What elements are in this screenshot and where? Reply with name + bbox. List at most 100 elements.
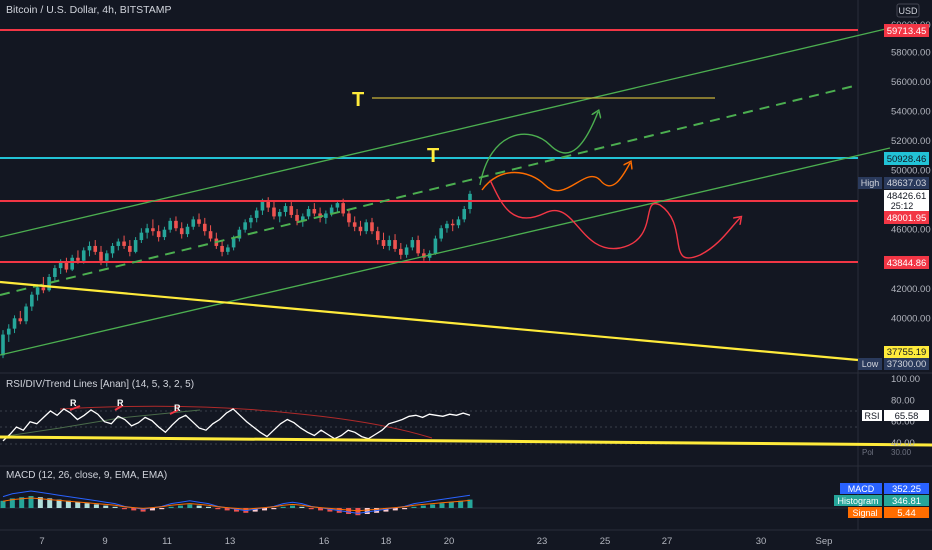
candle-body	[445, 223, 449, 229]
candle	[439, 225, 443, 242]
price-label-43844: 43844.86	[884, 256, 929, 269]
price-tick-label: 42000.00	[891, 284, 931, 295]
candle-body	[145, 228, 149, 233]
candle	[202, 217, 207, 236]
channel-lower-line[interactable]	[0, 147, 891, 356]
symbol-title[interactable]: Bitcoin / U.S. Dollar, 4h, BITSTAMP	[6, 4, 172, 16]
candle-body	[104, 253, 109, 261]
macd-hist-bar	[65, 500, 71, 508]
candle	[122, 235, 126, 249]
candle	[24, 303, 28, 325]
projection-path-red[interactable]	[489, 179, 740, 259]
rsi-title[interactable]: RSI/DIV/Trend Lines [Anan] (14, 5, 3, 2,…	[6, 379, 194, 390]
candle-body	[93, 245, 98, 252]
time-tick-label: 27	[662, 536, 673, 547]
rsi-line	[2, 408, 471, 442]
channel-midline-dashed[interactable]	[0, 84, 859, 296]
macd-hist-bar	[159, 508, 165, 510]
candle-body	[139, 232, 144, 241]
candle-body	[329, 207, 334, 214]
candle-body	[306, 209, 311, 217]
svg-text:RSI: RSI	[864, 411, 879, 421]
svg-text:Signal: Signal	[852, 508, 877, 518]
currency-button[interactable]	[896, 3, 920, 18]
candle	[456, 216, 461, 229]
last-price-label: 48426.61 25:12	[884, 190, 929, 212]
candle-body	[208, 231, 213, 239]
svg-text:48001.95: 48001.95	[887, 213, 927, 224]
candle-body	[433, 238, 438, 254]
macd-hist-bar	[19, 497, 25, 508]
candle-body	[399, 248, 403, 255]
price-tick-label: 54000.00	[891, 107, 931, 118]
candle-body	[110, 245, 115, 254]
price-label-res-top: 59713.45	[884, 24, 929, 37]
candle-body	[410, 240, 415, 248]
candle	[30, 291, 34, 311]
macd-hist-bar	[280, 506, 286, 508]
target-label-t2: T	[427, 145, 439, 167]
svg-text:Histogram: Histogram	[837, 496, 878, 506]
macd-hist-bar	[411, 506, 417, 508]
candle	[243, 219, 247, 233]
candle-body	[249, 217, 253, 223]
candle	[93, 240, 98, 255]
macd-hist-bar	[467, 499, 473, 508]
descending-trendline[interactable]	[0, 280, 859, 362]
time-tick-label: 23	[537, 536, 548, 547]
candle	[139, 228, 144, 243]
candle-body	[64, 262, 69, 270]
candle	[53, 265, 57, 282]
macd-hist-bar	[93, 504, 99, 508]
candle-body	[6, 328, 11, 335]
rsi-trendline-yellow[interactable]	[0, 435, 932, 447]
candle	[151, 219, 155, 236]
candle-body	[272, 207, 276, 217]
channel-upper-line[interactable]	[0, 27, 891, 238]
candle	[87, 241, 92, 257]
price-tick-label: 40000.00	[891, 313, 931, 324]
candle-body	[387, 240, 392, 246]
candle	[381, 232, 386, 249]
candle-body	[168, 220, 172, 230]
candle	[272, 201, 276, 220]
macd-hist-bar	[364, 508, 370, 514]
rsi-tick-label: 60.00	[891, 417, 915, 428]
candle-body	[231, 238, 236, 248]
svg-text:High: High	[861, 178, 880, 188]
price-axis[interactable]: 58000.00 56000.00 54000.00 52000.00 50000.00…	[891, 47, 931, 324]
signal-value-label: Signal 5.44	[848, 507, 929, 519]
candle	[347, 210, 351, 227]
macd-hist-bar	[383, 508, 389, 512]
projection-path-green[interactable]	[479, 112, 598, 186]
price-label-cyan: 50928.46	[884, 152, 929, 165]
macd-hist-bar	[402, 508, 408, 510]
candle	[324, 210, 328, 224]
currency-label: USD	[898, 6, 918, 16]
candle	[312, 203, 317, 217]
candle-body	[254, 210, 259, 218]
projection-path-orange[interactable]	[481, 163, 630, 192]
candle-body	[347, 213, 351, 223]
macd-title[interactable]: MACD (12, 26, close, 9, EMA, EMA)	[6, 470, 167, 481]
macd-hist-bar	[420, 505, 426, 508]
target-label-t1: T	[352, 89, 364, 111]
candle	[352, 216, 357, 232]
candle	[208, 225, 213, 242]
candle	[450, 219, 455, 232]
time-axis[interactable]: 7 9 11 13 16 18 20 23 25 27 30 Sep	[39, 536, 832, 547]
candle-body	[174, 220, 178, 229]
candle	[254, 207, 259, 223]
candle-body	[226, 247, 230, 252]
macd-hist-bar	[37, 497, 43, 508]
candle	[64, 257, 69, 273]
price-label-support: 37755.19	[884, 346, 929, 358]
histogram-value-label: Histogram 346.81	[834, 495, 929, 507]
candle	[162, 226, 167, 241]
price-tick-label: 58000.00	[891, 47, 931, 58]
rsi-div-marker-2: R	[117, 398, 124, 408]
high-label: High 48637.03	[858, 177, 929, 189]
candle-body	[450, 223, 455, 226]
